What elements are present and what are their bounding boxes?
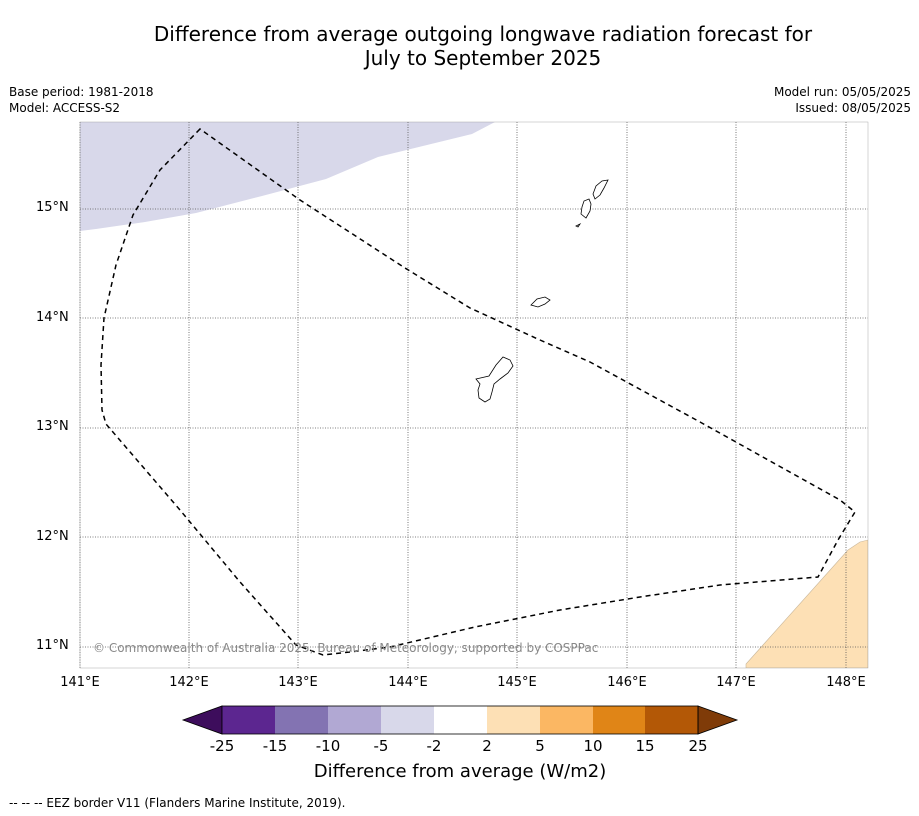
lat-label-12n: 12°N [36, 529, 69, 544]
colorbar-bin-6 [487, 706, 540, 734]
lon-label-145e: 145°E [497, 675, 537, 690]
colorbar [181, 705, 739, 735]
lon-label-144e: 144°E [388, 675, 428, 690]
island-rota [530, 296, 551, 308]
map-frame [79, 121, 869, 669]
lat-label-15n: 15°N [36, 200, 69, 215]
islands [475, 179, 609, 403]
title-line-1: Difference from average outgoing longwav… [153, 22, 813, 46]
colorbar-bin-9 [645, 706, 698, 734]
island-guam [475, 356, 514, 403]
lon-label-147e: 147°E [716, 675, 756, 690]
island-saipan [592, 179, 609, 200]
lon-label-143e: 143°E [278, 675, 318, 690]
base-period: Base period: 1981-2018 [9, 85, 154, 99]
lon-label-141e: 141°E [60, 675, 100, 690]
lon-label-146e: 146°E [607, 675, 647, 690]
colorbar-tick: -25 [209, 737, 235, 755]
colorbar-tick: 5 [535, 737, 545, 755]
colorbar-tick: -5 [373, 737, 389, 755]
eez-footnote: -- -- -- EEZ border V11 (Flanders Marine… [9, 796, 346, 810]
colorbar-min-extension [181, 705, 223, 735]
colorbar-max-extension [697, 705, 739, 735]
map-title: Difference from average outgoing longwav… [100, 22, 866, 70]
model-run: Model run: 05/05/2025 [773, 85, 911, 99]
lat-label-13n: 13°N [36, 419, 69, 434]
colorbar-tick: 2 [482, 737, 492, 755]
colorbar-tick: -10 [315, 737, 341, 755]
colorbar-bin-4 [381, 706, 434, 734]
meta-right: Model run: 05/05/2025 Issued: 08/05/2025 [774, 84, 911, 116]
positive-anomaly-region [745, 539, 868, 668]
lat-label-14n: 14°N [36, 310, 69, 325]
eez-border [100, 128, 856, 656]
model-name: Model: ACCESS-S2 [9, 101, 121, 115]
colorbar-bin-2 [275, 706, 328, 734]
colorbar-bin-5 [434, 706, 487, 734]
lat-label-11n: 11°N [36, 638, 69, 653]
colorbar-tick: 25 [688, 737, 708, 755]
lon-label-148e: 148°E [826, 675, 866, 690]
colorbar-bin-7 [540, 706, 593, 734]
colorbar-label: Difference from average (W/m2) [313, 761, 607, 782]
colorbar-tick: -15 [262, 737, 288, 755]
colorbar-tick: -2 [426, 737, 442, 755]
issued-date: Issued: 08/05/2025 [795, 101, 911, 115]
copyright-notice: © Commonwealth of Australia 2025, Bureau… [93, 641, 599, 655]
island-aguijan [575, 222, 582, 228]
colorbar-tick: 15 [635, 737, 655, 755]
meta-left: Base period: 1981-2018 Model: ACCESS-S2 [9, 84, 154, 116]
island-tinian [580, 198, 592, 219]
colorbar-bin-8 [593, 706, 645, 734]
colorbar-tick: 10 [583, 737, 603, 755]
colorbar-bin-1 [222, 706, 275, 734]
lon-label-142e: 142°E [169, 675, 209, 690]
negative-anomaly-region [80, 122, 495, 231]
colorbar-bin-3 [328, 706, 381, 734]
title-line-2: July to September 2025 [364, 46, 602, 70]
